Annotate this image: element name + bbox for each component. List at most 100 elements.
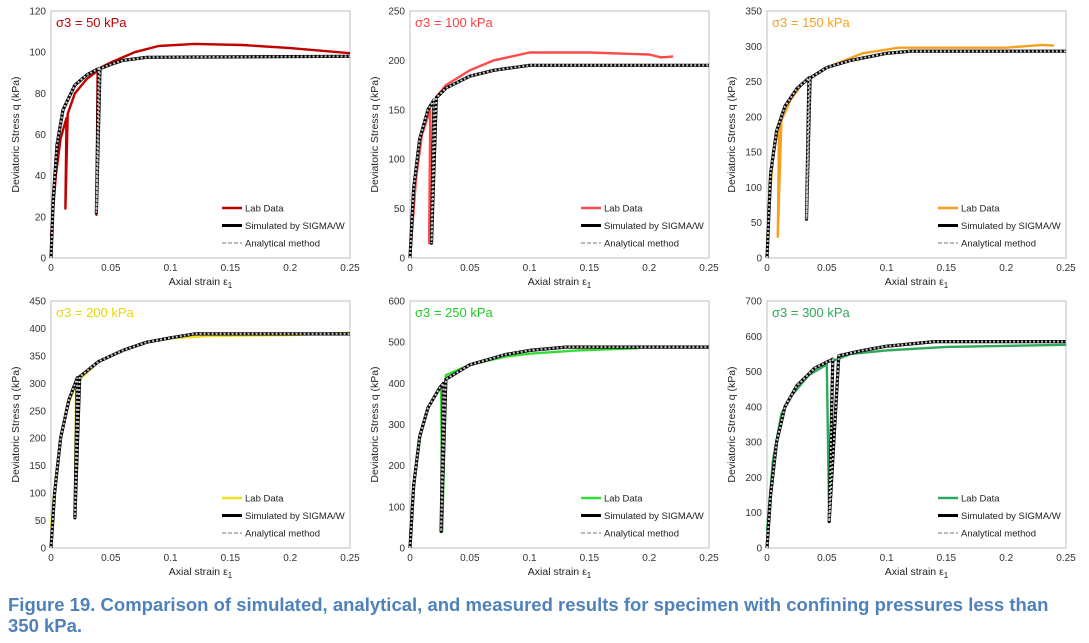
- legend-label: Lab Data: [961, 494, 1000, 505]
- y-tick-label: 400: [745, 402, 762, 413]
- y-tick-label: 200: [29, 434, 46, 445]
- x-tick-label: 0.25: [340, 553, 360, 564]
- y-tick-label: 120: [29, 7, 46, 18]
- panel-title: σ3 = 150 kPa: [772, 15, 851, 30]
- x-tick-label: 0.05: [460, 263, 480, 274]
- y-tick-label: 500: [745, 367, 762, 378]
- legend-label: Simulated by SIGMA/W: [245, 511, 345, 522]
- x-tick-label: 0.15: [580, 553, 600, 564]
- x-tick-label: 0: [48, 553, 54, 564]
- series-analytical-line: [766, 340, 1066, 549]
- y-tick-label: 600: [388, 297, 405, 308]
- y-tick-label: 20: [35, 212, 47, 223]
- y-tick-label: 250: [29, 406, 46, 417]
- x-tick-label: 0.2: [642, 263, 656, 274]
- y-tick-label: 100: [29, 48, 46, 59]
- x-tick-label: 0.05: [101, 263, 121, 274]
- y-tick-label: 400: [29, 324, 46, 335]
- x-tick-label: 0: [764, 263, 770, 274]
- legend-label: Analytical method: [604, 239, 679, 250]
- x-tick-label: 0: [407, 553, 413, 564]
- y-tick-label: 100: [388, 155, 405, 166]
- y-tick-label: 400: [388, 379, 405, 390]
- y-tick-label: 60: [35, 130, 47, 141]
- x-tick-label: 0.15: [580, 263, 600, 274]
- y-axis-label: Deviatoric Stress q (kPa): [10, 76, 22, 192]
- y-tick-label: 150: [745, 148, 762, 159]
- x-tick-label: 0.1: [164, 553, 178, 564]
- legend-label: Lab Data: [961, 204, 1000, 215]
- y-tick-label: 40: [35, 171, 47, 182]
- series-analytical-line: [409, 64, 709, 259]
- x-axis-label: Axial strain ε1: [885, 276, 949, 290]
- subscript: 1: [944, 571, 949, 580]
- x-tick-label: 0.15: [937, 553, 957, 564]
- y-tick-label: 0: [40, 254, 46, 265]
- subplot-3: 0 50 100 150 200 250 300 350 0 0.05 0.1 0.15 0.2 0.25…: [726, 7, 1076, 291]
- y-tick-label: 700: [745, 297, 762, 308]
- x-tick-label: 0.1: [523, 553, 537, 564]
- x-tick-label: 0.05: [101, 553, 121, 564]
- legend-label: Analytical method: [961, 529, 1036, 540]
- y-axis-label: Deviatoric Stress q (kPa): [369, 366, 381, 482]
- x-tick-label: 0.1: [523, 263, 537, 274]
- subscript: 1: [228, 571, 233, 580]
- x-tick-label: 0.25: [340, 263, 360, 274]
- legend-label: Lab Data: [604, 494, 643, 505]
- y-tick-label: 300: [745, 438, 762, 449]
- legend-label: Analytical method: [245, 529, 320, 540]
- subscript: 1: [587, 571, 592, 580]
- x-tick-label: 0: [764, 553, 770, 564]
- legend-label: Analytical method: [961, 239, 1036, 250]
- y-axis-label: Deviatoric Stress q (kPa): [726, 76, 738, 192]
- y-tick-label: 300: [745, 42, 762, 53]
- x-tick-label: 0: [407, 263, 413, 274]
- x-axis-label: Axial strain ε1: [528, 566, 592, 580]
- x-axis-label: Axial strain ε1: [169, 566, 233, 580]
- legend-label: Simulated by SIGMA/W: [961, 221, 1061, 232]
- x-tick-label: 0: [48, 263, 54, 274]
- y-tick-label: 500: [388, 338, 405, 349]
- y-tick-label: 200: [388, 56, 405, 67]
- panel-title: σ3 = 100 kPa: [415, 15, 494, 30]
- y-tick-label: 80: [35, 89, 47, 100]
- y-tick-label: 450: [29, 297, 46, 308]
- y-tick-label: 50: [394, 204, 406, 215]
- legend-label: Simulated by SIGMA/W: [961, 511, 1061, 522]
- panel-title: σ3 = 250 kPa: [415, 305, 494, 320]
- y-tick-label: 300: [388, 420, 405, 431]
- panel-title: σ3 = 200 kPa: [56, 305, 135, 320]
- legend-label: Simulated by SIGMA/W: [245, 221, 345, 232]
- legend-label: Lab Data: [245, 204, 284, 215]
- x-tick-label: 0.2: [283, 263, 297, 274]
- y-axis-label: Deviatoric Stress q (kPa): [10, 366, 22, 482]
- legend-label: Simulated by SIGMA/W: [604, 511, 704, 522]
- subplot-2: 0 50 100 150 200 250 0 0.05 0.1 0.15 0.2 0.25 Axial …: [369, 7, 719, 291]
- x-axis-label: Axial strain ε1: [885, 566, 949, 580]
- y-tick-label: 250: [745, 77, 762, 88]
- x-tick-label: 0.05: [817, 553, 837, 564]
- y-tick-label: 100: [745, 183, 762, 194]
- y-tick-label: 200: [745, 112, 762, 123]
- y-tick-label: 600: [745, 332, 762, 343]
- subscript: 1: [228, 281, 233, 290]
- y-tick-label: 0: [399, 544, 405, 555]
- panel-title: σ3 = 50 kPa: [56, 15, 127, 30]
- y-tick-label: 350: [745, 7, 762, 18]
- series-analytical-line: [50, 55, 351, 259]
- plot-area: [409, 300, 710, 549]
- x-tick-label: 0.05: [460, 553, 480, 564]
- y-tick-label: 100: [745, 508, 762, 519]
- x-axis-label: Axial strain ε1: [528, 276, 592, 290]
- y-tick-label: 0: [40, 544, 46, 555]
- series-simulated-line: [49, 332, 350, 549]
- figure-caption: Figure 19. Comparison of simulated, anal…: [8, 594, 1049, 636]
- x-tick-label: 0.1: [880, 263, 894, 274]
- y-tick-label: 0: [756, 544, 762, 555]
- series-analytical-line: [409, 346, 709, 549]
- y-tick-label: 350: [29, 351, 46, 362]
- x-tick-label: 0.2: [283, 553, 297, 564]
- panel-title: σ3 = 300 kPa: [772, 305, 851, 320]
- legend-label: Simulated by SIGMA/W: [604, 221, 704, 232]
